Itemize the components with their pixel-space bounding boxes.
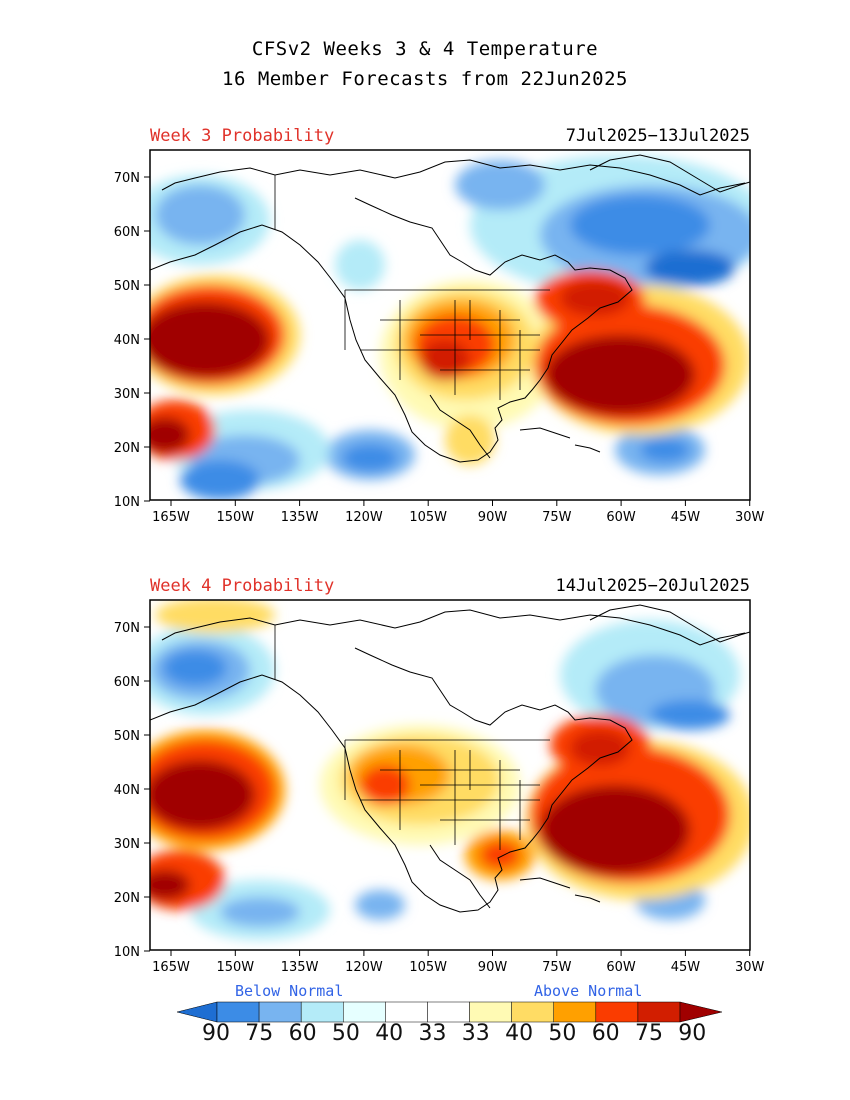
lat-tick-label: 30N [114,387,140,402]
week4-map [150,600,750,950]
legend-swatch [427,1001,470,1023]
title-line-1: CFSv2 Weeks 3 & 4 Temperature [251,38,599,60]
week4-frame [149,599,751,951]
lon-tick-label: 120W [345,960,383,975]
lat-tick-label: 30N [114,837,140,852]
lat-tick-label: 10N [114,945,140,960]
lon-tick-label: 45W [671,960,701,975]
lon-tick-label: 105W [409,510,447,525]
lon-tick-label: 135W [281,510,319,525]
lat-tick-label: 40N [114,783,140,798]
lon-tick-label: 120W [345,510,383,525]
lat-tick-label: 60N [114,675,140,690]
legend-arrow-left [176,1001,218,1023]
legend-above-label: Above Normal [534,982,643,1000]
lon-tick-label: 30W [735,960,765,975]
legend-below-label: Below Normal [235,982,344,1000]
week3-frame [149,149,751,501]
legend-swatch [553,1001,597,1023]
legend-swatch [216,1001,260,1023]
axis-ticks: 70N 60N 50N 40N 30N 20N 10N 165W 150W 135W 120W 105… [114,171,765,975]
week3-map [150,150,750,500]
week4-label: Week 4 Probability [150,576,335,596]
lon-tick-label: 150W [216,510,254,525]
legend-value: 60 [288,1021,317,1046]
legend-value: 50 [331,1021,360,1046]
lon-tick-label: 165W [152,510,190,525]
lon-tick-label: 165W [152,960,190,975]
legend-value: 60 [591,1021,620,1046]
legend-value: 33 [418,1021,447,1046]
legend-colorbar [176,1001,723,1023]
title-line-2: 16 Member Forecasts from 22Jun2025 [222,68,628,90]
legend-value: 50 [548,1021,577,1046]
lon-tick-label: 90W [478,510,508,525]
legend-value: 90 [202,1021,230,1046]
lon-tick-label: 135W [281,960,319,975]
legend-value: 40 [505,1021,534,1046]
lon-tick-label: 45W [671,510,701,525]
legend-swatch [469,1001,512,1023]
legend-value: 90 [678,1021,707,1046]
lon-tick-label: 60W [606,960,636,975]
legend-swatch [258,1001,302,1023]
legend-value: 75 [635,1021,663,1046]
legend-value: 40 [375,1021,404,1046]
legend-value: 75 [245,1021,274,1046]
lon-tick-label: 30W [735,510,765,525]
week3-dates: 7Jul2025−13Jul2025 [565,126,750,146]
legend-swatch [300,1001,344,1023]
lat-tick-label: 50N [114,729,140,744]
lon-tick-label: 150W [216,960,254,975]
lon-tick-label: 60W [606,510,636,525]
lon-tick-label: 75W [542,510,572,525]
legend-swatch [637,1001,681,1023]
legend-swatch [511,1001,554,1023]
lat-tick-label: 20N [114,441,140,456]
lon-tick-label: 90W [478,960,508,975]
lat-tick-label: 70N [114,171,140,186]
lat-tick-label: 60N [114,225,140,240]
legend-swatch [385,1001,428,1023]
legend-swatch [343,1001,386,1023]
legend-swatch [595,1001,639,1023]
lon-tick-label: 105W [409,960,447,975]
lat-tick-label: 10N [114,495,140,510]
lon-tick-label: 75W [542,960,572,975]
legend-value: 33 [461,1021,490,1046]
week3-label: Week 3 Probability [150,126,335,146]
legend-arrow-right [679,1001,723,1023]
lat-tick-label: 20N [114,891,140,906]
week4-dates: 14Jul2025−20Jul2025 [555,576,750,596]
lat-tick-label: 50N [114,279,140,294]
lat-tick-label: 40N [114,333,140,348]
lat-tick-label: 70N [114,621,140,636]
